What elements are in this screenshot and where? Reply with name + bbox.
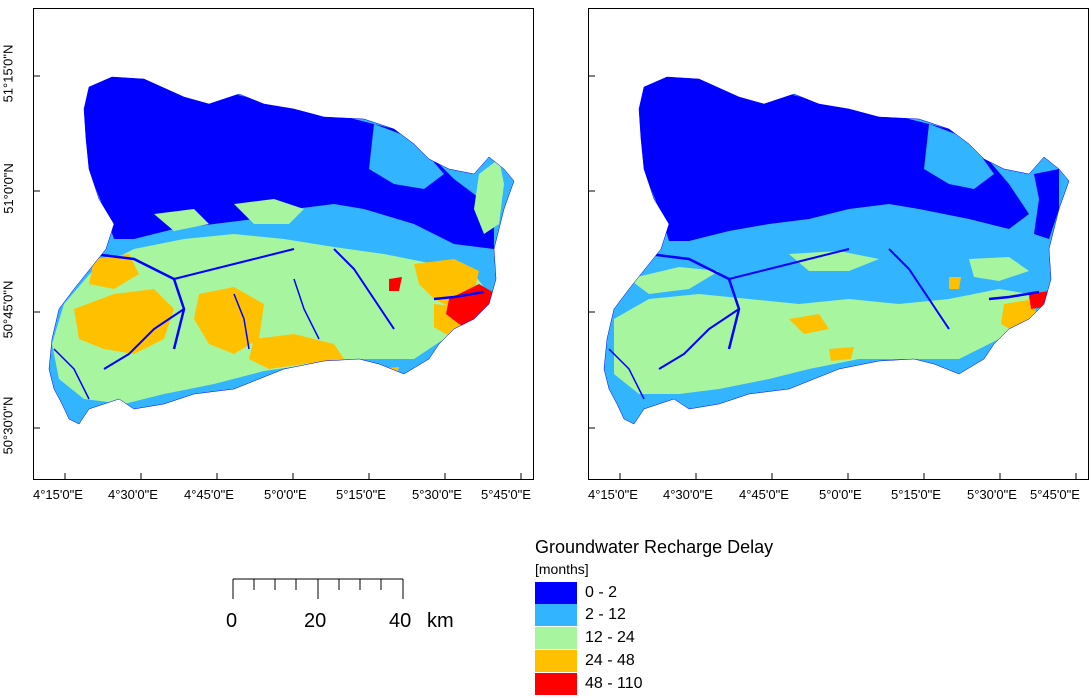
map-panel-left xyxy=(33,8,534,480)
x-tick-label: 5°45'0"E xyxy=(481,487,531,502)
legend-label: 2 - 12 xyxy=(585,606,626,623)
x-tick-label: 5°0'0"E xyxy=(819,487,862,502)
y-tick-label: 51°15'0"N xyxy=(0,44,16,103)
recharge-delay-map-left xyxy=(34,75,522,479)
x-tick-label: 5°45'0"E xyxy=(1030,487,1080,502)
x-tick-label: 4°30'0"E xyxy=(663,487,713,502)
x-tick-label: 5°30'0"E xyxy=(967,487,1017,502)
scale-label-20: 20 xyxy=(304,610,327,632)
x-tick-label: 4°45'0"E xyxy=(739,487,789,502)
legend-swatch xyxy=(535,650,577,672)
scale-bar xyxy=(232,578,404,599)
legend-label: 48 - 110 xyxy=(585,675,643,692)
scale-label-0: 0 xyxy=(226,610,238,632)
legend-label: 12 - 24 xyxy=(585,629,635,646)
y-tick-label: 51°0'0"N xyxy=(0,163,16,214)
legend-label: 24 - 48 xyxy=(585,652,635,669)
legend-swatch xyxy=(535,582,577,604)
legend-swatch xyxy=(535,604,577,626)
x-tick-label: 4°15'0"E xyxy=(588,487,638,502)
x-tick-label: 5°0'0"E xyxy=(264,487,307,502)
x-tick-label: 5°30'0"E xyxy=(412,487,462,502)
legend-swatch xyxy=(535,627,577,649)
scale-label-40: 40 xyxy=(389,610,412,632)
x-tick-label: 4°30'0"E xyxy=(108,487,158,502)
legend-unit: [months] xyxy=(535,561,589,577)
y-tick-label: 50°30'0"N xyxy=(0,396,16,455)
map-panel-right xyxy=(588,8,1089,480)
legend-label: 0 - 2 xyxy=(585,584,618,601)
scale-unit: km xyxy=(427,610,454,632)
legend-title: Groundwater Recharge Delay xyxy=(535,537,774,557)
legend-swatch xyxy=(535,673,577,695)
x-tick-label: 5°15'0"E xyxy=(336,487,386,502)
recharge-delay-map-right xyxy=(589,75,1077,479)
x-tick-label: 4°45'0"E xyxy=(184,487,234,502)
x-tick-label: 4°15'0"E xyxy=(33,487,83,502)
y-tick-label: 50°45'0"N xyxy=(0,280,16,339)
x-tick-label: 5°15'0"E xyxy=(891,487,941,502)
